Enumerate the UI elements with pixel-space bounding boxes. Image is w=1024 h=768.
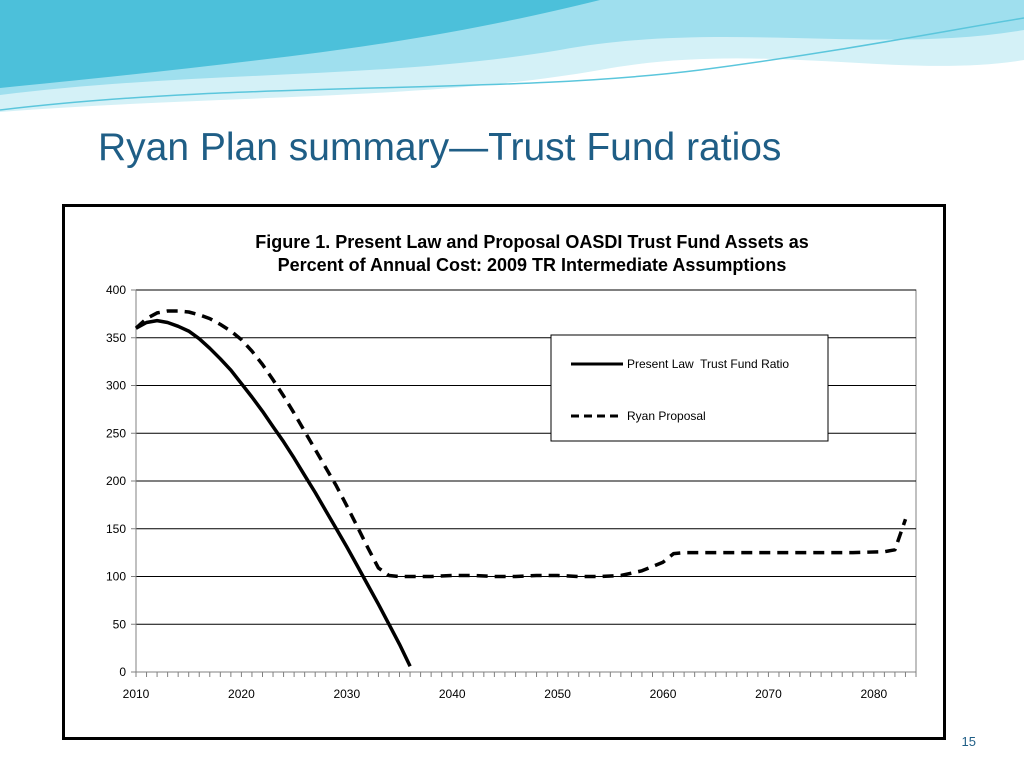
x-tick-label: 2040 [439, 687, 466, 701]
legend: Present Law Trust Fund Ratio Ryan Proposa… [550, 334, 829, 442]
y-tick-label: 250 [106, 426, 126, 440]
slide-title: Ryan Plan summary—Trust Fund ratios [98, 126, 782, 169]
chart-frame: Figure 1. Present Law and Proposal OASDI… [62, 204, 946, 740]
series-lines [134, 309, 908, 668]
legend-label: Ryan Proposal [627, 409, 706, 423]
x-tick-label: 2030 [333, 687, 360, 701]
x-tick-label: 2060 [650, 687, 677, 701]
wave-band-dark [0, 0, 600, 88]
axes: 0 50 100 150 200 250 300 350 400 2010 2020 2030 2040… [106, 283, 917, 701]
chart-title-line: Figure 1. Present Law and Proposal OASDI… [255, 232, 808, 252]
x-tick-label: 2070 [755, 687, 782, 701]
y-tick-label: 200 [106, 474, 126, 488]
header-wave-decoration [0, 0, 1024, 112]
y-tick-label: 400 [106, 283, 126, 297]
legend-label: Present Law Trust Fund Ratio [627, 357, 789, 371]
chart-title: Figure 1. Present Law and Proposal OASDI… [255, 232, 808, 275]
x-tick-label: 2080 [860, 687, 887, 701]
y-tick-label: 50 [113, 617, 127, 631]
legend-box [550, 334, 829, 442]
chart-title-line: Percent of Annual Cost: 2009 TR Intermed… [278, 255, 787, 275]
page-number: 15 [961, 734, 976, 749]
wave-line [0, 17, 1024, 111]
series-line-present-law [135, 318, 412, 668]
y-tick-label: 0 [119, 665, 126, 679]
y-tick-label: 350 [106, 331, 126, 345]
y-tick-label: 150 [106, 522, 126, 536]
chart: Figure 1. Present Law and Proposal OASDI… [106, 232, 917, 701]
x-tick-label: 2050 [544, 687, 571, 701]
y-tick-label: 300 [106, 379, 126, 393]
gridlines [136, 289, 916, 625]
x-tick-label: 2010 [123, 687, 150, 701]
x-tick-label: 2020 [228, 687, 255, 701]
y-tick-label: 100 [106, 570, 126, 584]
